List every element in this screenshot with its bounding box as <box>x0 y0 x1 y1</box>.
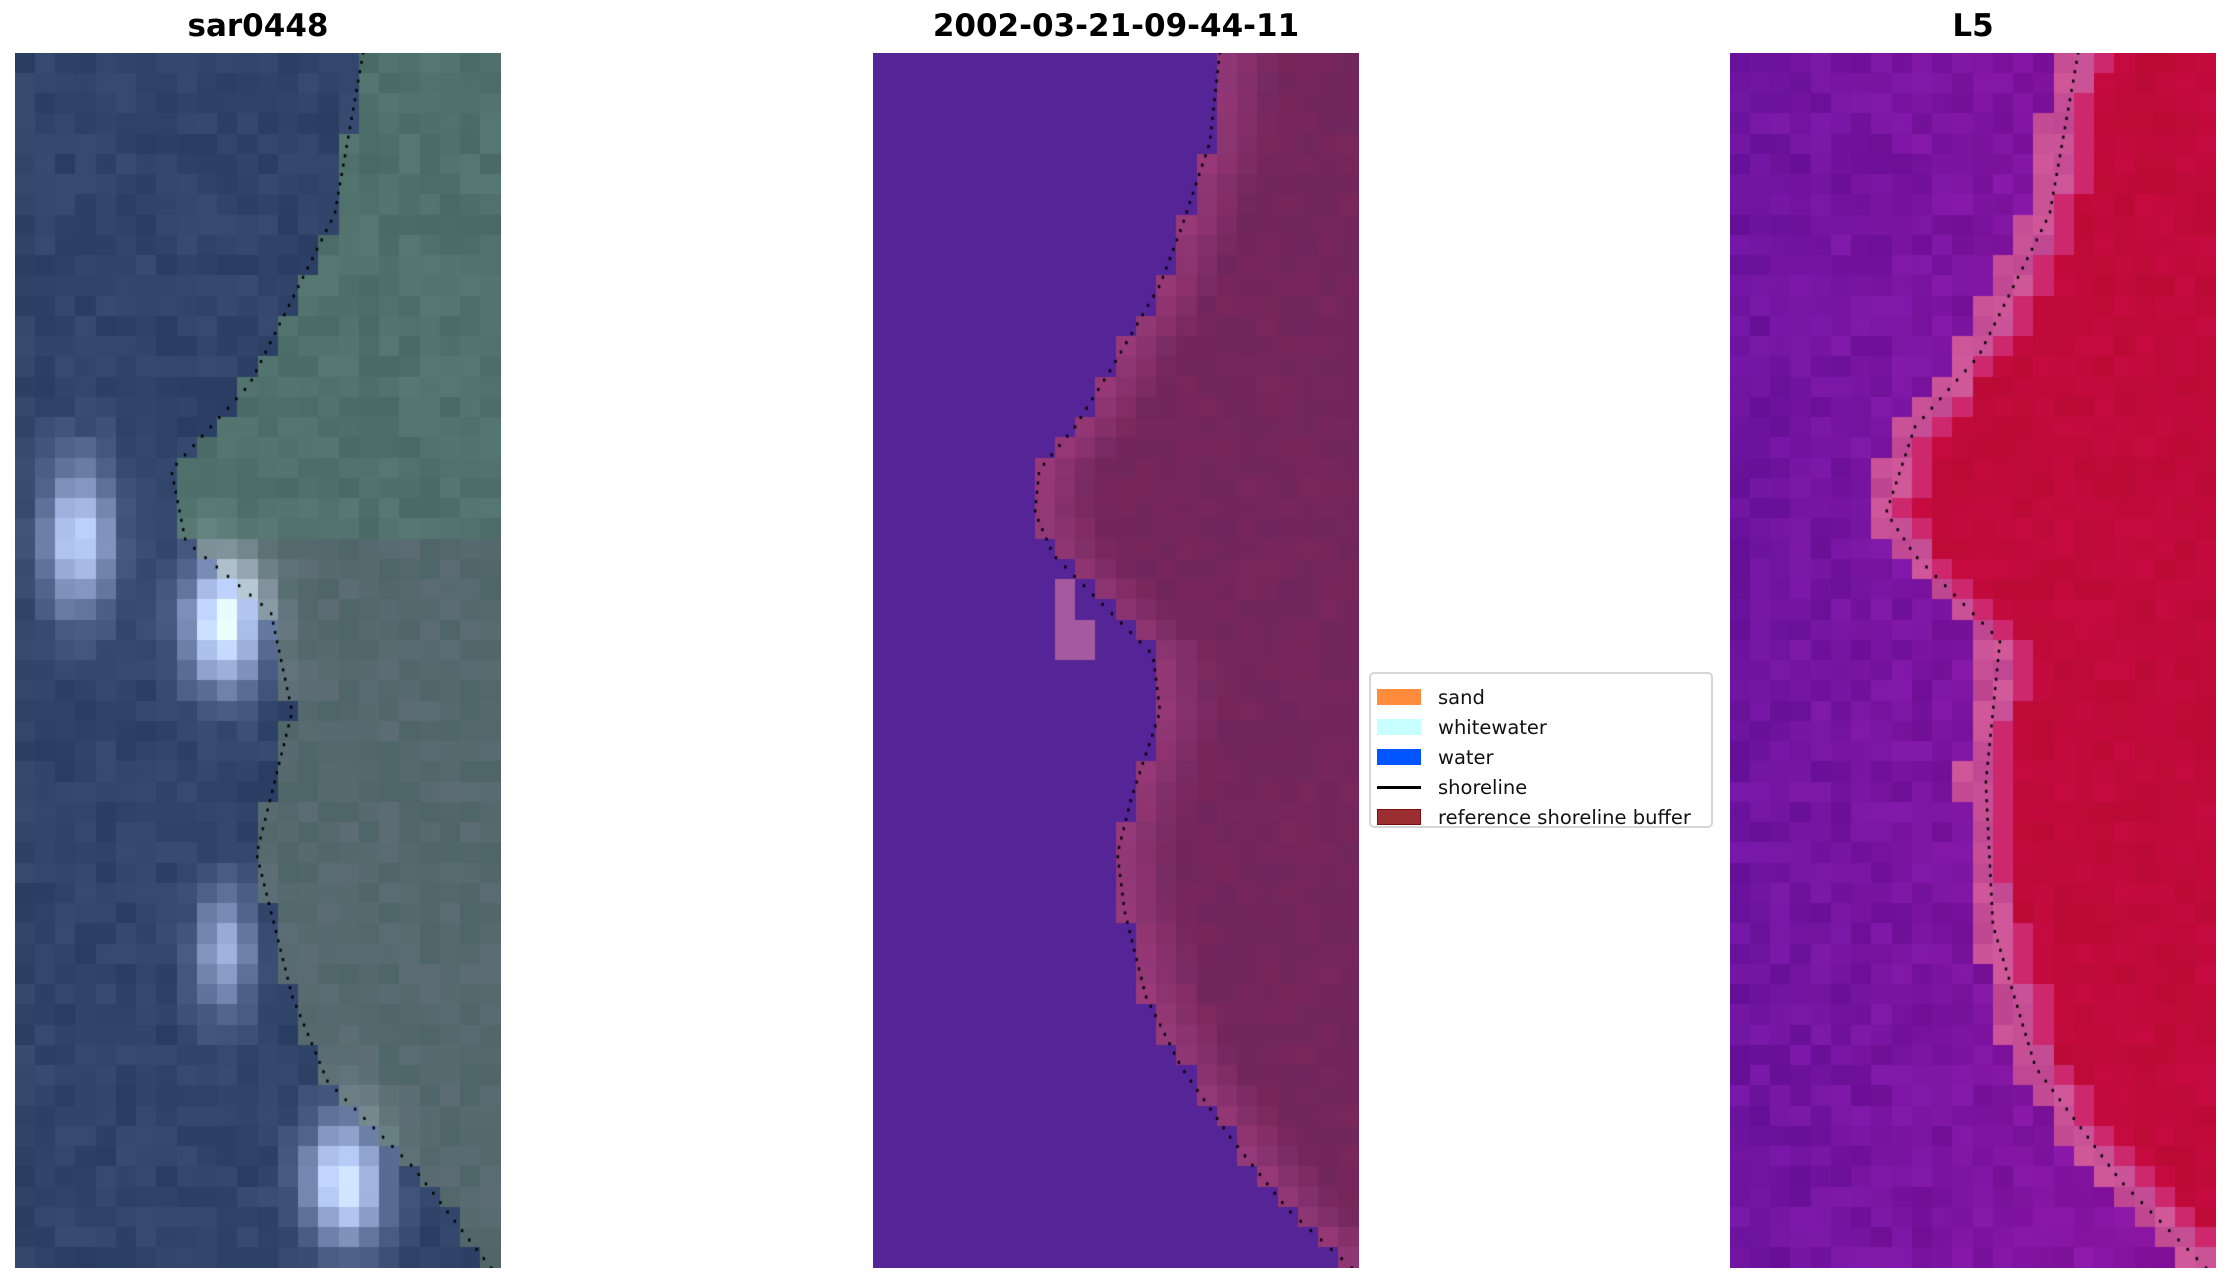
panel-title-image: sar0448 <box>187 8 329 44</box>
shoreline-line-swatch <box>1377 785 1421 789</box>
legend-label: whitewater <box>1438 715 1547 739</box>
legend-label: shoreline <box>1438 775 1528 799</box>
legend-item-whitewater: whitewater <box>1377 712 1711 742</box>
legend-item-water: water <box>1377 742 1711 772</box>
legend-label: reference shoreline buffer <box>1438 805 1691 829</box>
legend-label: water <box>1438 745 1494 769</box>
legend-item-sand: sand <box>1377 682 1711 712</box>
legend-item-buffer: reference shoreline buffer <box>1377 802 1711 832</box>
water-swatch <box>1377 749 1421 765</box>
panel-title-date: 2002-03-21-09-44-11 <box>932 8 1300 44</box>
rgb-image-panel <box>15 53 501 1268</box>
index-image-panel <box>1730 53 2216 1268</box>
sand-swatch <box>1377 689 1421 705</box>
panel-title-satellite: L5 <box>1952 8 1994 44</box>
whitewater-swatch <box>1377 719 1421 735</box>
classified-image-panel <box>873 53 1359 1268</box>
legend-item-shoreline: shoreline <box>1377 772 1711 802</box>
buffer-swatch <box>1377 809 1421 825</box>
legend: sand whitewater water shoreline referenc… <box>1369 672 1713 829</box>
legend-label: sand <box>1438 685 1485 709</box>
